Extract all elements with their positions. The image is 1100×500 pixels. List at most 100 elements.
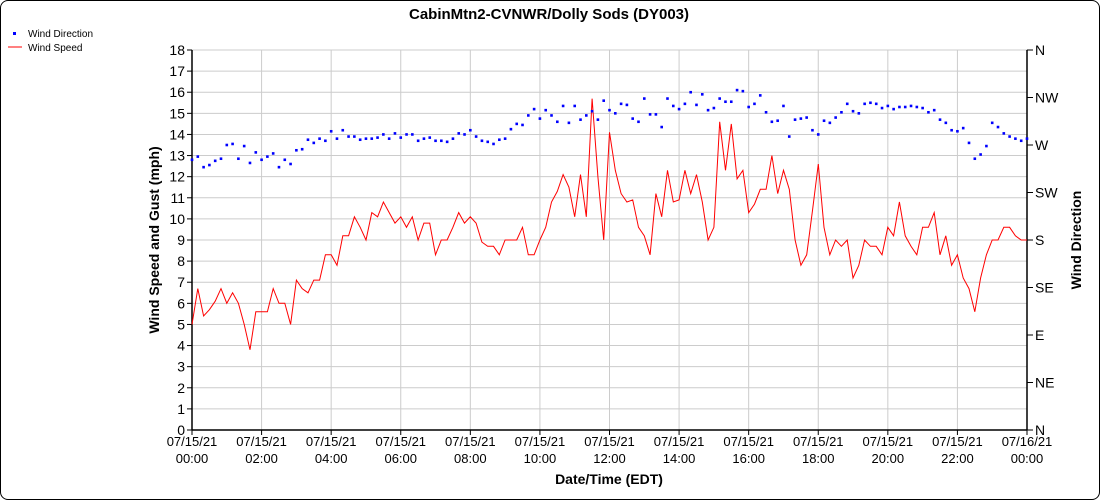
wind-direction-point bbox=[445, 140, 449, 144]
legend: Wind Direction Wind Speed bbox=[8, 29, 93, 54]
wind-direction-point bbox=[735, 88, 739, 92]
wind-direction-point bbox=[619, 102, 623, 106]
wind-direction-point bbox=[463, 133, 466, 136]
x-tick-label-date: 07/15/21 bbox=[167, 434, 218, 449]
wind-direction-point bbox=[793, 118, 797, 121]
wind-direction-point bbox=[237, 157, 240, 161]
wind-direction-point bbox=[266, 155, 269, 158]
wind-direction-point bbox=[1014, 137, 1017, 140]
wind-direction-point bbox=[254, 151, 258, 154]
wind-direction-point bbox=[422, 137, 426, 140]
y-tick-label: 12 bbox=[169, 169, 185, 185]
wind-direction-point bbox=[561, 104, 565, 108]
y-tick-label: 0 bbox=[177, 422, 185, 438]
wind-direction-point bbox=[828, 121, 832, 125]
wind-direction-point bbox=[706, 108, 710, 112]
wind-direction-point bbox=[886, 104, 890, 108]
wind-direction-point bbox=[318, 137, 321, 140]
wind-direction-point bbox=[208, 163, 211, 167]
wind-direction-point bbox=[248, 161, 252, 165]
wind-direction-point bbox=[822, 119, 826, 123]
wind-direction-point bbox=[515, 122, 519, 126]
x-tick-label-time: 08:00 bbox=[454, 451, 487, 466]
y-tick-label: 7 bbox=[177, 274, 185, 290]
wind-direction-point bbox=[840, 110, 843, 114]
wind-direction-point bbox=[596, 118, 600, 121]
y-tick-label: 11 bbox=[170, 190, 185, 206]
y-tick-label: 13 bbox=[169, 148, 185, 164]
y2-axis-label: Wind Direction bbox=[1068, 191, 1084, 290]
wind-direction-point bbox=[845, 102, 849, 106]
wind-direction-point bbox=[985, 144, 988, 148]
wind-direction-point bbox=[567, 121, 571, 125]
wind-direction-point bbox=[642, 97, 646, 100]
x-tick-label-time: 18:00 bbox=[802, 451, 835, 466]
y2-tick-label: NE bbox=[1035, 375, 1054, 391]
wind-direction-point bbox=[300, 147, 304, 151]
y2-tick-label: NW bbox=[1035, 90, 1059, 106]
x-tick-label-time: 10:00 bbox=[524, 451, 557, 466]
wind-direction-point bbox=[758, 94, 762, 97]
wind-direction-point bbox=[979, 153, 982, 156]
wind-direction-point bbox=[416, 139, 420, 143]
x-tick-label-date: 07/15/21 bbox=[236, 434, 287, 449]
wind-direction-point bbox=[776, 119, 779, 123]
wind-direction-point bbox=[544, 108, 548, 112]
wind-direction-point bbox=[289, 162, 292, 166]
wind-direction-point bbox=[382, 133, 385, 136]
wind-direction-point bbox=[695, 103, 698, 107]
wind-direction-point bbox=[602, 99, 606, 102]
wind-direction-point bbox=[1008, 135, 1011, 138]
y2-tick-label: W bbox=[1035, 137, 1049, 153]
wind-direction-point bbox=[335, 137, 339, 140]
wind-direction-point bbox=[648, 113, 652, 116]
wind-direction-point bbox=[225, 143, 229, 147]
y-tick-label: 3 bbox=[177, 359, 185, 375]
wind-direction-point bbox=[654, 113, 658, 116]
wind-direction-point bbox=[921, 106, 924, 110]
wind-direction-point bbox=[799, 117, 803, 120]
x-tick-label-date: 07/15/21 bbox=[654, 434, 705, 449]
wind-direction-point bbox=[851, 109, 855, 113]
wind-direction-point bbox=[1019, 139, 1023, 143]
wind-direction-point bbox=[990, 121, 994, 125]
wind-direction-point bbox=[973, 157, 977, 161]
wind-direction-point bbox=[712, 106, 716, 110]
wind-direction-point bbox=[608, 108, 611, 112]
wind-direction-point bbox=[434, 139, 437, 143]
y-tick-label: 2 bbox=[177, 380, 185, 396]
wind-direction-point bbox=[341, 128, 345, 132]
x-tick-label-date: 07/15/21 bbox=[723, 434, 774, 449]
x-tick-label-date: 07/15/21 bbox=[515, 434, 566, 449]
x-tick-label-date: 07/15/21 bbox=[375, 434, 426, 449]
wind-direction-point bbox=[671, 104, 675, 108]
wind-direction-point bbox=[1002, 132, 1006, 135]
y2-tick-label: N bbox=[1035, 422, 1045, 438]
y2-tick-label: SW bbox=[1035, 185, 1058, 201]
wind-direction-point bbox=[637, 120, 640, 124]
wind-direction-point bbox=[509, 127, 513, 131]
wind-direction-point bbox=[457, 132, 461, 135]
y2-tick-label: S bbox=[1035, 232, 1044, 248]
wind-direction-point bbox=[480, 139, 484, 143]
wind-direction-point bbox=[469, 128, 472, 132]
wind-direction-point bbox=[364, 137, 368, 140]
wind-direction-point bbox=[915, 105, 919, 109]
wind-direction-point bbox=[863, 102, 866, 106]
wind-direction-point bbox=[498, 138, 501, 142]
wind-direction-point bbox=[190, 158, 194, 162]
wind-direction-point bbox=[718, 97, 721, 100]
wind-direction-point bbox=[538, 117, 542, 120]
wind-direction-point bbox=[805, 116, 808, 119]
x-tick-label-time: 00:00 bbox=[1011, 451, 1044, 466]
y2-tick-label: N bbox=[1035, 42, 1045, 58]
y-tick-label: 4 bbox=[177, 338, 185, 354]
wind-direction-point bbox=[857, 112, 861, 115]
wind-direction-point bbox=[242, 144, 246, 148]
wind-direction-point bbox=[909, 104, 913, 108]
wind-direction-point bbox=[451, 137, 455, 140]
wind-direction-point bbox=[393, 132, 397, 135]
wind-direction-point bbox=[585, 114, 588, 117]
wind-direction-point bbox=[961, 126, 965, 130]
wind-direction-point bbox=[492, 142, 495, 146]
